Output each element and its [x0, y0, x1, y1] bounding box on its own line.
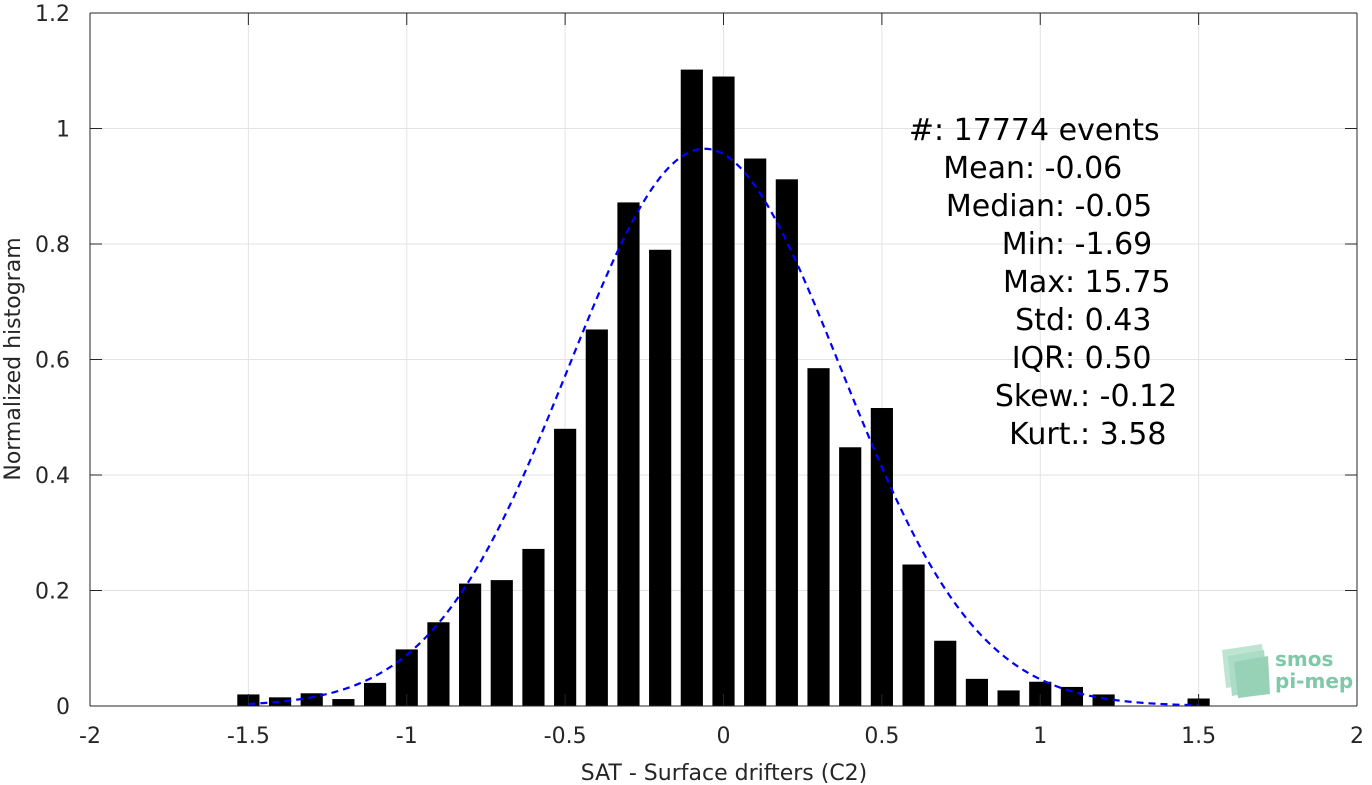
y-tick-label: 0.6	[35, 349, 70, 374]
x-tick-label: 0.5	[864, 724, 899, 749]
histogram-bar	[395, 649, 418, 706]
stat-label: Mean	[943, 151, 1025, 186]
histogram-bar	[775, 179, 798, 706]
x-axis-label: SAT - Surface drifters (C2)	[581, 761, 868, 785]
histogram-bar	[680, 69, 703, 707]
stat-value: : 3.58	[1080, 417, 1166, 452]
y-tick-labels: 0 0.2 0.4 0.6 0.8 1 1.2	[35, 2, 70, 720]
histogram-bar	[997, 690, 1020, 706]
normal-fit-curve	[248, 147, 1199, 707]
x-tick-label: 1.5	[1181, 724, 1216, 749]
y-axis-label: Normalized histogram	[1, 237, 26, 480]
histogram-bar	[712, 76, 735, 706]
histogram-bar	[870, 408, 893, 706]
y-tick-label: 0	[56, 695, 70, 720]
stat-label: #	[909, 113, 934, 148]
stat-value: : 15.75	[1065, 265, 1171, 300]
histogram-bar	[744, 158, 767, 706]
logo-line2: pi-mep	[1275, 669, 1353, 693]
histogram-bar	[585, 329, 608, 706]
normal-fit-curve-group	[248, 147, 1199, 707]
stat-value: : 0.43	[1065, 303, 1151, 338]
stat-value: : -0.05	[1055, 189, 1152, 224]
histogram-bar	[554, 428, 577, 706]
y-tick-label: 1	[56, 118, 70, 143]
x-tick-labels: -2 -1.5 -1 -0.5 0 0.5 1 1.5 2	[79, 724, 1364, 749]
stat-label: Max	[1003, 265, 1065, 300]
histogram-bar	[268, 697, 292, 706]
stat-value: : -0.06	[1025, 151, 1122, 186]
histogram-bar	[332, 699, 355, 706]
stat-label: Skew.	[995, 379, 1080, 414]
bars-group	[237, 69, 1210, 707]
histogram-bar	[363, 682, 387, 706]
y-tick-label: 0.8	[35, 233, 70, 258]
y-tick-label: 0.2	[35, 580, 70, 605]
histogram-bar	[459, 583, 482, 706]
y-tick-label: 1.2	[35, 2, 70, 27]
stat-value: : 0.50	[1065, 341, 1151, 376]
stat-label: Min	[1002, 227, 1055, 262]
x-tick-label: -1	[396, 724, 418, 749]
x-tick-label: 0	[717, 724, 731, 749]
logo-line1: smos	[1275, 647, 1333, 671]
x-tick-label: -0.5	[544, 724, 587, 749]
stat-value: : -0.12	[1080, 379, 1177, 414]
x-tick-label: 1	[1033, 724, 1047, 749]
histogram-bar	[649, 249, 672, 706]
logo-graphic-icon	[1222, 644, 1270, 698]
histogram-bar	[300, 693, 323, 706]
stat-label: Kurt.	[1009, 417, 1080, 452]
stat-label: Median	[946, 189, 1055, 224]
histogram-bar	[522, 548, 545, 706]
stat-value: : 17774 events	[934, 113, 1160, 148]
y-tick-label: 0.4	[35, 464, 70, 489]
histogram-bar	[1092, 694, 1115, 706]
x-tick-label: -1.5	[227, 724, 270, 749]
histogram-bar	[617, 202, 640, 707]
x-tick-label: -2	[79, 724, 101, 749]
histogram-bar	[1029, 681, 1052, 706]
stat-label: IQR	[1012, 341, 1065, 376]
histogram-bar	[1060, 686, 1084, 706]
histogram-bar	[839, 447, 862, 706]
stat-value: : -1.69	[1055, 227, 1152, 262]
histogram-bar	[965, 678, 988, 706]
stat-label: Std	[1015, 303, 1065, 338]
x-tick-label: 2	[1350, 724, 1364, 749]
histogram-bar	[427, 622, 450, 706]
histogram-bar	[902, 564, 925, 706]
histogram-bar	[490, 580, 513, 706]
smos-pi-mep-logo: smos pi-mep	[1222, 644, 1353, 698]
histogram-bar	[807, 368, 830, 706]
histogram-bar	[934, 640, 957, 706]
axes-frame	[89, 12, 1358, 707]
